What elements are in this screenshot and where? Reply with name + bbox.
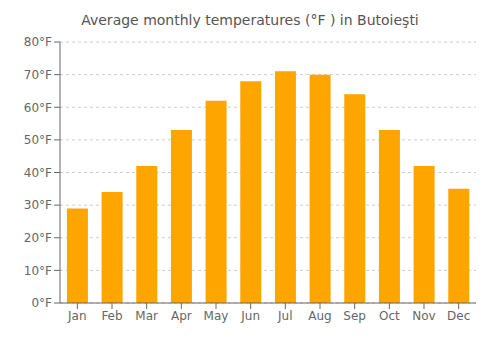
svg-text:Dec: Dec [447, 309, 470, 323]
svg-text:0°F: 0°F [31, 296, 52, 310]
svg-text:30°F: 30°F [24, 198, 52, 212]
svg-text:50°F: 50°F [24, 133, 52, 147]
svg-text:Jun: Jun [240, 309, 260, 323]
html-text:Average monthly temperatures (: Average monthly temperatures (°F ) in Bu… [81, 12, 419, 28]
svg-text:20°F: 20°F [24, 231, 52, 245]
svg-text:Jul: Jul [277, 309, 292, 323]
svg-text:60°F: 60°F [24, 101, 52, 115]
svg-text:Feb: Feb [101, 309, 122, 323]
svg-text:Sep: Sep [343, 309, 366, 323]
svg-text:Mar: Mar [135, 309, 158, 323]
svg-text:May: May [204, 309, 229, 323]
svg-text:10°F: 10°F [24, 264, 52, 278]
svg-text:40°F: 40°F [24, 166, 52, 180]
svg-text:70°F: 70°F [24, 68, 52, 82]
svg-text:Oct: Oct [379, 309, 400, 323]
svg-text:Jan: Jan [67, 309, 87, 323]
svg-text:Nov: Nov [412, 309, 435, 323]
svg-text:80°F: 80°F [24, 35, 52, 49]
svg-text:Apr: Apr [171, 309, 192, 323]
svg-text:Aug: Aug [308, 309, 331, 323]
